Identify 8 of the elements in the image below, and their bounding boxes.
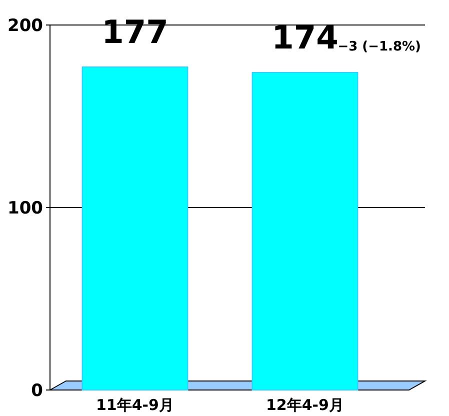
x-tick-label: 11年4-9月 — [96, 396, 174, 414]
data-label: 174 — [272, 18, 338, 56]
y-tick-label: 200 — [8, 16, 44, 36]
data-label: 177 — [102, 12, 168, 51]
x-tick-label: 12年4-9月 — [266, 396, 344, 414]
y-tick-label: 0 — [31, 381, 44, 401]
y-tick-label: 100 — [8, 198, 44, 218]
annotation: −3 (−1.8%) — [338, 39, 421, 54]
